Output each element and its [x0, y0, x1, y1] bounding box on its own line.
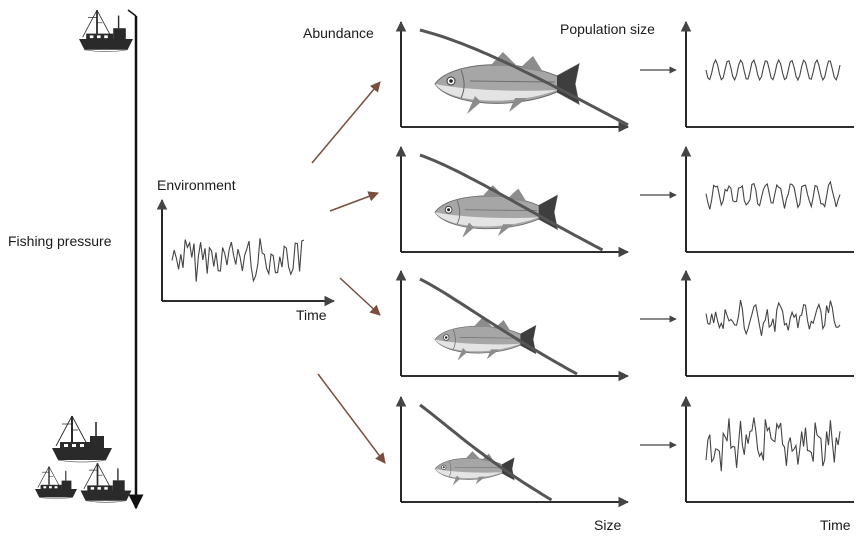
population-panel — [680, 145, 854, 253]
fishing-boat-icon — [51, 415, 113, 463]
environment-label: Environment — [157, 177, 236, 193]
population-time-series — [705, 299, 841, 336]
abundance-panels — [395, 20, 630, 508]
abundance-label: Abundance — [303, 25, 374, 41]
population-time-label: Time — [820, 517, 851, 533]
population-time-series — [705, 58, 841, 82]
abundance-panel — [395, 395, 630, 508]
size-spectrum-curve — [419, 277, 578, 376]
size-spectrum-curve — [419, 153, 604, 252]
environment-panel — [156, 198, 336, 307]
fishing-boat-icon — [34, 465, 78, 500]
population-panel — [680, 395, 854, 503]
fish-icon — [434, 316, 537, 361]
population-panel — [680, 20, 854, 128]
population-panel — [680, 269, 854, 377]
population-time-series — [705, 417, 841, 472]
abundance-to-population-arrows — [640, 66, 677, 449]
size-spectrum-curve — [419, 28, 629, 127]
fishing-pressure-label: Fishing pressure — [8, 233, 112, 249]
population-time-series — [705, 180, 841, 210]
environment-signal-line — [171, 238, 305, 283]
size-axis-label: Size — [594, 517, 622, 533]
size-spectrum-curve — [419, 403, 553, 502]
fishing-boat-icon — [78, 9, 134, 53]
abundance-panel — [395, 20, 630, 133]
environment-time-label: Time — [296, 307, 327, 323]
fishing-boat-icon — [79, 462, 133, 504]
abundance-panel — [395, 269, 630, 382]
abundance-panel — [395, 145, 630, 258]
environment-to-abundance-arrows — [311, 81, 386, 464]
fishing-pressure-axis — [127, 9, 144, 510]
population-size-label: Population size — [560, 21, 655, 37]
fish-icon — [434, 51, 580, 115]
population-panels — [680, 20, 854, 503]
